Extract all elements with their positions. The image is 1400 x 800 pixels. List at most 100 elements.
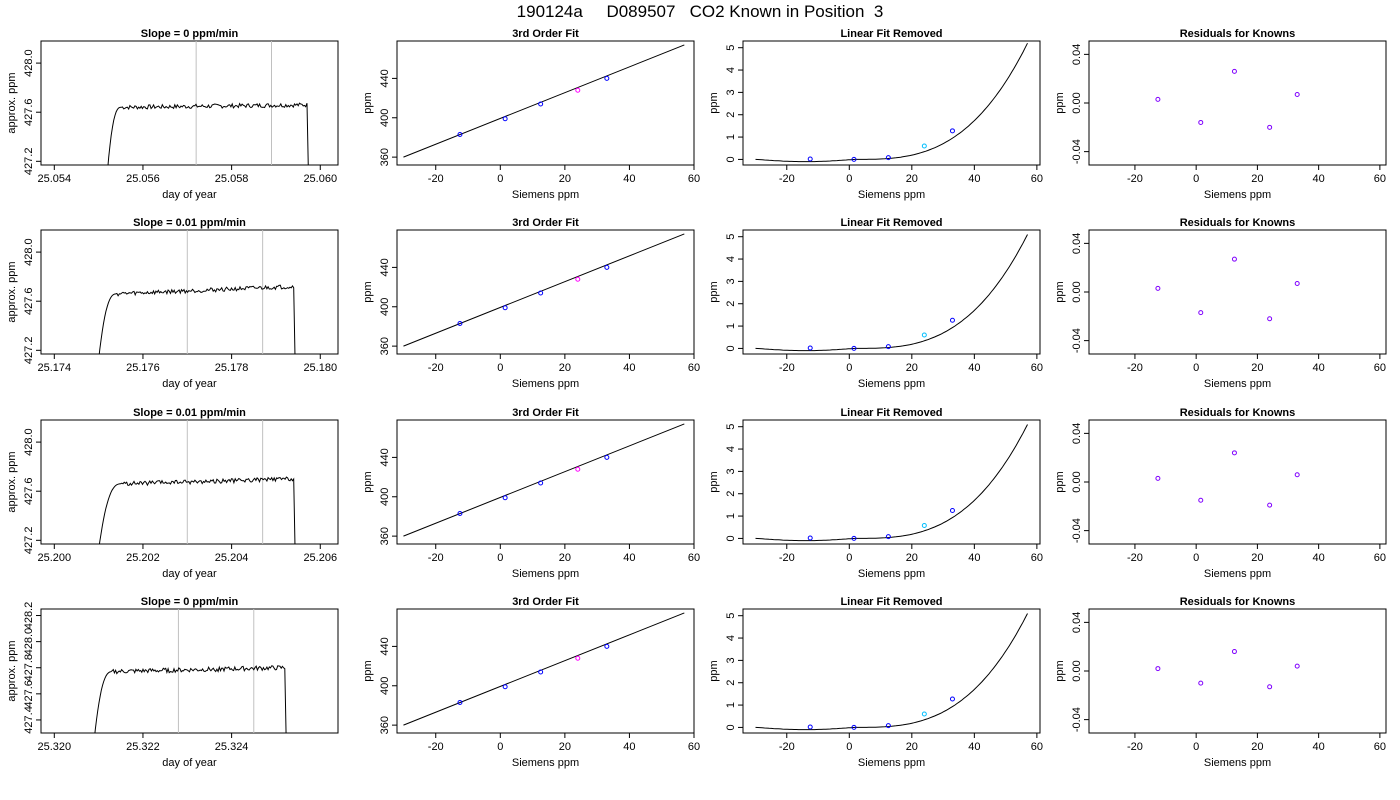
plot-title: Slope = 0.01 ppm/min bbox=[133, 217, 246, 229]
plot-frame bbox=[742, 229, 1041, 355]
co2-trace-line bbox=[107, 102, 309, 165]
y-tick-label: -0.04 bbox=[1071, 518, 1083, 543]
residual-point bbox=[1198, 119, 1204, 125]
y-tick-label: 0 bbox=[725, 156, 737, 162]
fit-line bbox=[403, 233, 685, 347]
y-tick-label: 3 bbox=[725, 468, 737, 474]
x-tick-label: 60 bbox=[688, 173, 700, 185]
x-tick-label: 25.056 bbox=[126, 173, 160, 185]
known-point bbox=[885, 534, 891, 540]
y-tick-label: 427.6 bbox=[23, 98, 35, 126]
y-tick-label: -0.04 bbox=[1071, 707, 1083, 732]
x-tick-label: 25.180 bbox=[303, 362, 337, 374]
x-tick-label: 60 bbox=[1031, 552, 1043, 564]
x-tick-label: -20 bbox=[428, 362, 444, 374]
x-tick-label: -20 bbox=[779, 552, 795, 564]
residual-point bbox=[1294, 280, 1300, 286]
plot-title: Linear Fit Removed bbox=[840, 407, 942, 419]
known-point bbox=[949, 317, 955, 323]
y-axis-label: ppm bbox=[708, 471, 720, 492]
x-tick-label: 60 bbox=[1374, 173, 1386, 185]
y-tick-label: 2 bbox=[725, 112, 737, 118]
x-tick-label: 25.060 bbox=[303, 173, 337, 185]
known-point bbox=[457, 131, 463, 137]
known-point bbox=[604, 454, 610, 460]
x-axis-label: Siemens ppm bbox=[1204, 568, 1271, 580]
cubic-curve bbox=[755, 613, 1028, 731]
y-axis-label: approx. ppm bbox=[6, 451, 18, 512]
y-tick-label: 1 bbox=[725, 513, 737, 519]
residual-point bbox=[1155, 666, 1161, 672]
y-tick-label: 440 bbox=[379, 258, 391, 276]
x-tick-label: 0 bbox=[846, 173, 852, 185]
x-tick-label: 60 bbox=[688, 362, 700, 374]
x-tick-label: 25.058 bbox=[215, 173, 249, 185]
y-tick-label: 427.4 bbox=[23, 706, 35, 734]
plot-frame bbox=[742, 40, 1041, 166]
x-axis-label: Siemens ppm bbox=[858, 378, 925, 390]
plot-frame bbox=[1088, 229, 1387, 355]
x-tick-label: 25.324 bbox=[215, 741, 249, 753]
residual-point bbox=[1198, 497, 1204, 503]
fit-line bbox=[403, 44, 685, 158]
y-tick-label: 5 bbox=[725, 45, 737, 51]
known-point bbox=[921, 711, 927, 717]
y-tick-label: 400 bbox=[379, 488, 391, 506]
known-point bbox=[851, 156, 857, 162]
y-tick-label: 360 bbox=[379, 148, 391, 166]
x-axis-label: Siemens ppm bbox=[512, 189, 579, 201]
x-tick-label: -20 bbox=[428, 552, 444, 564]
plot-frame bbox=[396, 419, 695, 545]
x-axis-label: day of year bbox=[162, 189, 217, 201]
x-tick-label: 20 bbox=[559, 552, 571, 564]
x-tick-label: 0 bbox=[846, 741, 852, 753]
plot-title: Residuals for Knowns bbox=[1180, 407, 1296, 419]
y-tick-label: 0.04 bbox=[1071, 233, 1083, 254]
plot-title: Linear Fit Removed bbox=[840, 217, 942, 229]
known-point bbox=[885, 155, 891, 161]
x-axis-label: Siemens ppm bbox=[858, 757, 925, 769]
x-tick-label: 25.054 bbox=[37, 173, 71, 185]
y-tick-label: 440 bbox=[379, 637, 391, 655]
x-tick-label: 0 bbox=[846, 552, 852, 564]
x-tick-label: 20 bbox=[1251, 173, 1263, 185]
x-tick-label: 25.204 bbox=[215, 552, 249, 564]
cubic-curve bbox=[755, 424, 1028, 542]
x-axis-label: Siemens ppm bbox=[512, 378, 579, 390]
x-tick-label: 20 bbox=[906, 362, 918, 374]
y-axis-label: ppm bbox=[708, 92, 720, 113]
y-tick-label: 400 bbox=[379, 109, 391, 127]
x-tick-label: 40 bbox=[623, 173, 635, 185]
x-tick-label: 40 bbox=[623, 552, 635, 564]
plot-title: Slope = 0 ppm/min bbox=[141, 28, 239, 40]
x-tick-label: 40 bbox=[1313, 173, 1325, 185]
y-tick-label: 360 bbox=[379, 337, 391, 355]
y-tick-label: 0 bbox=[725, 535, 737, 541]
x-tick-label: 0 bbox=[497, 173, 503, 185]
residual-point bbox=[1198, 680, 1204, 686]
residual-point bbox=[1155, 96, 1161, 102]
y-tick-label: 0.04 bbox=[1071, 423, 1083, 444]
y-tick-label: 2 bbox=[725, 680, 737, 686]
x-tick-label: 25.178 bbox=[215, 362, 249, 374]
known-point bbox=[575, 655, 581, 661]
y-tick-label: 3 bbox=[725, 278, 737, 284]
plot-title: Residuals for Knowns bbox=[1180, 596, 1296, 608]
x-tick-label: 40 bbox=[623, 362, 635, 374]
plot-title: Linear Fit Removed bbox=[840, 28, 942, 40]
known-point bbox=[949, 696, 955, 702]
plot-title: Slope = 0 ppm/min bbox=[141, 596, 239, 608]
y-axis-label: approx. ppm bbox=[6, 640, 18, 701]
known-point bbox=[604, 643, 610, 649]
x-axis-label: Siemens ppm bbox=[1204, 378, 1271, 390]
residual-point bbox=[1267, 684, 1273, 690]
residual-point bbox=[1155, 475, 1161, 481]
known-point bbox=[575, 276, 581, 282]
x-tick-label: 40 bbox=[968, 362, 980, 374]
figure-title: 190124a D089507 CO2 Known in Position 3 bbox=[516, 2, 884, 21]
x-axis-label: Siemens ppm bbox=[1204, 757, 1271, 769]
plot-title: Linear Fit Removed bbox=[840, 596, 942, 608]
residual-point bbox=[1294, 663, 1300, 669]
x-tick-label: 20 bbox=[1251, 552, 1263, 564]
known-point bbox=[538, 101, 544, 107]
